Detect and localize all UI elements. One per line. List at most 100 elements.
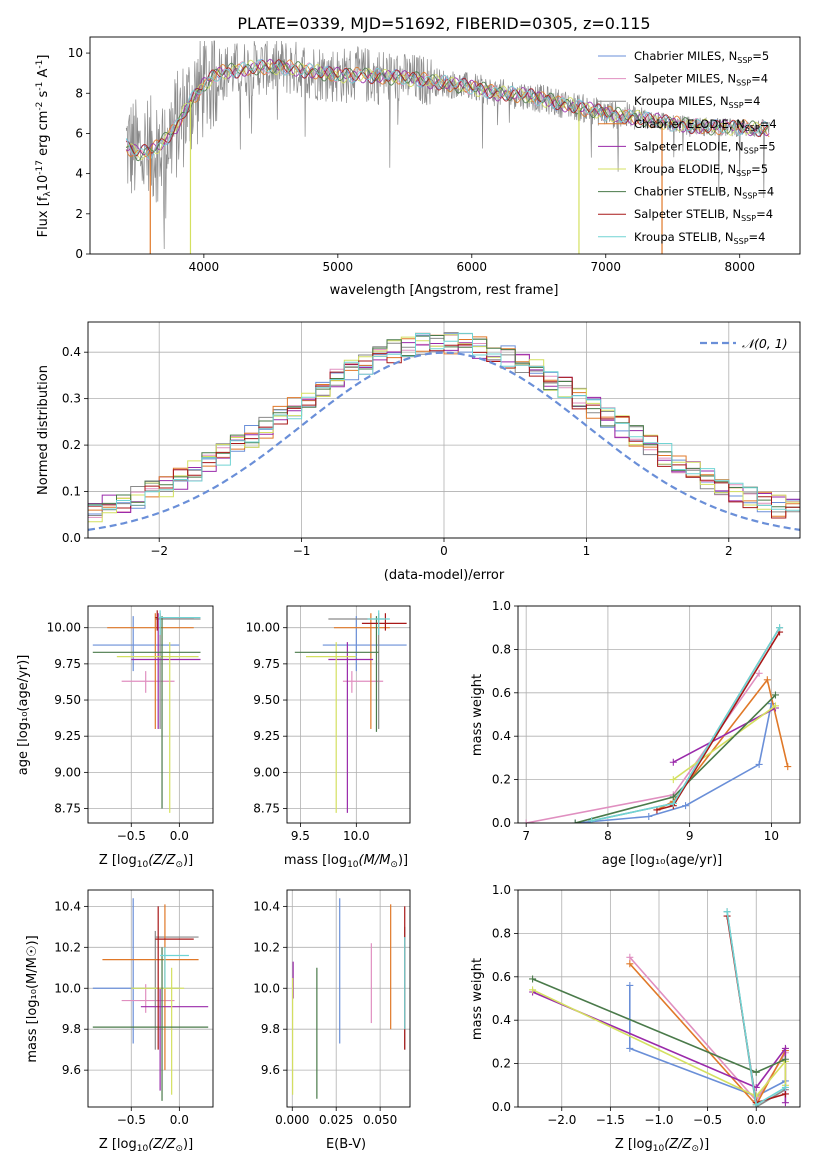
axes-frame-mass-vs-z <box>87 889 214 1108</box>
series-marker-se <box>669 758 677 766</box>
series-marker-ke <box>529 986 537 994</box>
series-line-ke <box>672 705 776 781</box>
mass-weight-vs-age-xlabel: age [log₁₀(age/yr)] <box>602 853 723 868</box>
x-tick-label-mass-weight-vs-age: 10 <box>764 829 779 843</box>
y-tick-label-mass-vs-ebv: 10.2 <box>253 940 280 954</box>
axes-frame-residuals <box>87 321 801 539</box>
y-tick-label-spectrum: 6 <box>75 126 83 140</box>
axes-frame-spectrum <box>89 36 801 255</box>
y-tick-label-mass-weight-vs-age: 0.4 <box>492 729 511 743</box>
series-marker-se <box>781 1044 789 1052</box>
y-tick-label-age-vs-z: 9.75 <box>54 657 81 671</box>
mass-weight-vs-z-xlabel: Z [log10(Z/Z⊙)] <box>615 1137 709 1154</box>
series-marker-ks <box>588 817 596 823</box>
x-tick-label-age-vs-z: 0.0 <box>170 829 189 843</box>
series-marker-cs <box>752 1068 760 1076</box>
x-tick-label-residuals: −1 <box>293 544 311 558</box>
plot-marks-residuals <box>88 332 800 531</box>
x-tick-label-spectrum: 6000 <box>457 260 488 274</box>
age-vs-z-xlabel: Z [log10(Z/Z⊙)] <box>99 853 193 870</box>
series-marker-ks <box>669 799 677 807</box>
spectrum-model-line-se <box>125 58 770 156</box>
gaussian-legend-label: 𝒩(0, 1) <box>742 336 788 351</box>
axes-frame-age-vs-z <box>87 605 214 824</box>
series-marker-sm <box>755 669 763 677</box>
y-tick-label-mass-vs-z: 10.4 <box>54 899 81 913</box>
x-tick-label-residuals: 0 <box>440 544 448 558</box>
age-vs-z-ylabel: age [log₁₀(age/yr)] <box>16 655 31 776</box>
age-vs-mass-panel: 9.5 10.0 8.75 9.00 9.25 9.50 9.75 10.00 mass [l… <box>246 605 411 870</box>
x-tick-label-spectrum: 7000 <box>590 260 621 274</box>
mass-vs-ebv-panel: 0.000 0.025 0.050 9.6 9.8 10.0 10.2 10.4 E(B-V) <box>253 889 411 1152</box>
x-tick-label-mass-vs-z: 0.0 <box>170 1113 189 1127</box>
axes-frame-age-vs-mass <box>286 605 411 824</box>
series-line-km <box>591 627 781 822</box>
y-tick-label-mass-weight-vs-age: 0.0 <box>492 816 511 830</box>
y-tick-label-residuals: 0.1 <box>62 485 81 499</box>
x-tick-label-age-vs-mass: 9.5 <box>291 829 310 843</box>
y-tick-label-residuals: 0.2 <box>62 438 81 452</box>
series-marker-se <box>781 1099 789 1107</box>
x-tick-label-mass-weight-vs-z: 0.0 <box>747 1113 766 1127</box>
x-tick-label-spectrum: 5000 <box>323 260 354 274</box>
residuals-ylabel: Normed distribution <box>36 365 51 495</box>
y-tick-label-mass-weight-vs-age: 0.8 <box>492 642 511 656</box>
series-marker-cs <box>771 691 779 699</box>
legend-label-cm: Chabrier MILES, NSSP=5 <box>634 49 769 65</box>
series-line-ks <box>591 627 781 822</box>
series-marker-ke <box>669 776 677 784</box>
age-vs-mass-plot-area: 9.5 10.0 8.75 9.00 9.25 9.50 9.75 10.00 <box>246 605 411 843</box>
spectrum-legend: Chabrier MILES, NSSP=5 Salpeter MILES, NS… <box>598 49 777 246</box>
plot-marks-mass-weight-vs-age <box>522 624 792 823</box>
mass-vs-ebv-plot-area: 0.000 0.025 0.050 9.6 9.8 10.0 10.2 10.4 <box>253 889 411 1127</box>
mass-vs-z-ylabel: mass [log₁₀(M/M☉)] <box>25 935 40 1062</box>
x-tick-label-mass-weight-vs-z: −0.5 <box>693 1113 722 1127</box>
plot-marks-mass-vs-ebv <box>292 898 406 1099</box>
series-marker-ce <box>784 763 792 771</box>
x-tick-label-residuals: −2 <box>150 544 168 558</box>
series-marker-ce <box>626 960 634 968</box>
plot-marks-mass-weight-vs-z <box>529 908 789 1107</box>
series-marker-sm <box>522 819 530 823</box>
x-tick-label-mass-weight-vs-z: −1.5 <box>596 1113 625 1127</box>
legend-label-sm: Salpeter MILES, NSSP=4 <box>634 72 768 88</box>
series-marker-cm <box>645 812 653 820</box>
spectrum-plot-area: 4000 5000 6000 7000 8000 0 2 4 6 8 10 Chabrier MILE… <box>68 36 801 274</box>
series-marker-sm <box>626 953 634 961</box>
y-tick-label-mass-weight-vs-z: 0.2 <box>492 1057 511 1071</box>
spectrum-model-line-ks <box>125 59 770 160</box>
age-vs-mass-xlabel: mass [log10(M/M⊙)] <box>284 853 408 870</box>
x-tick-label-mass-weight-vs-age: 7 <box>522 829 530 843</box>
series-marker-cs <box>571 819 579 823</box>
mass-weight-vs-z-plot-area: −2.0 −1.5 −1.0 −0.5 0.0 0.0 0.2 0.4 0.6 0.8 1.0 <box>492 883 801 1127</box>
y-tick-label-mass-vs-ebv: 9.6 <box>261 1063 280 1077</box>
y-tick-label-age-vs-z: 9.50 <box>54 693 81 707</box>
x-tick-label-mass-vs-ebv: 0.025 <box>319 1113 353 1127</box>
y-tick-label-mass-weight-vs-z: 0.6 <box>492 970 511 984</box>
spectrum-title: PLATE=0339, MJD=51692, FIBERID=0305, z=0… <box>237 14 650 33</box>
series-marker-cs <box>781 1055 789 1063</box>
y-tick-label-mass-weight-vs-age: 0.6 <box>492 686 511 700</box>
y-tick-label-mass-vs-ebv: 10.4 <box>253 899 280 913</box>
mass-vs-z-xlabel: Z [log10(Z/Z⊙)] <box>99 1137 193 1154</box>
y-tick-label-mass-weight-vs-age: 1.0 <box>492 599 511 613</box>
y-tick-label-mass-vs-z: 10.2 <box>54 940 81 954</box>
residuals-plot-area: −2 −1 0 1 2 0.0 0.1 0.2 0.3 0.4 𝒩(0, 1) <box>62 321 801 558</box>
series-marker-cm <box>626 981 634 989</box>
mass-vs-z-plot-area: −0.5 0.0 9.6 9.8 10.0 10.2 10.4 <box>54 889 214 1127</box>
y-tick-label-age-vs-mass: 9.25 <box>253 729 280 743</box>
age-vs-z-plot-area: −0.5 0.0 8.75 9.00 9.25 9.50 9.75 10.00 <box>47 605 214 843</box>
series-line-ke <box>532 989 787 1098</box>
series-marker-cs <box>529 975 537 983</box>
series-marker-cm <box>755 760 763 768</box>
spectrum-xlabel: wavelength [Angstrom, rest frame] <box>330 283 559 298</box>
mass-weight-vs-age-panel: 7 8 9 10 0.0 0.2 0.4 0.6 0.8 1.0 age [log₁₀(age/y… <box>470 599 801 868</box>
y-tick-label-spectrum: 8 <box>75 86 83 100</box>
series-marker-cm <box>682 802 690 810</box>
series-line-cm <box>629 985 786 1098</box>
legend-label-km: Kroupa MILES, NSSP=4 <box>634 94 760 110</box>
mass-weight-vs-z-ylabel: mass weight <box>470 958 485 1040</box>
series-marker-ss <box>781 1090 789 1098</box>
y-tick-label-spectrum: 10 <box>68 46 83 60</box>
